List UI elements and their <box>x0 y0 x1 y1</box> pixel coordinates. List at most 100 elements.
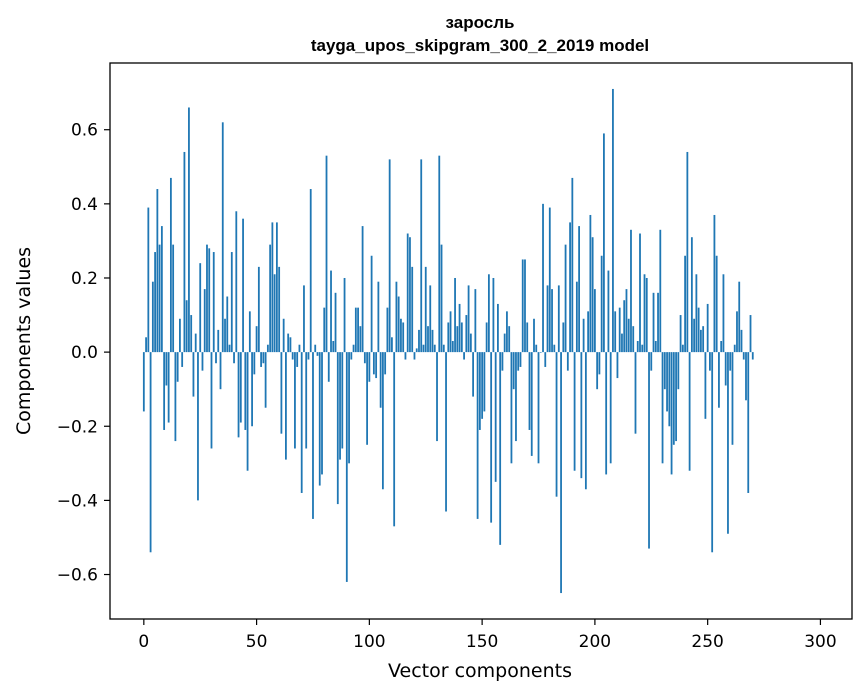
bar <box>711 352 714 553</box>
bar <box>650 352 653 371</box>
bar <box>160 226 163 353</box>
bar <box>564 244 567 353</box>
bar <box>537 352 540 464</box>
bar <box>600 255 603 353</box>
bar <box>149 352 152 553</box>
bar <box>476 352 479 519</box>
bar <box>546 285 549 353</box>
bar <box>657 292 659 353</box>
bar <box>219 352 222 390</box>
bar <box>535 344 538 353</box>
bar <box>280 352 283 434</box>
bar <box>634 352 637 434</box>
bar <box>733 344 736 353</box>
bar <box>449 311 452 353</box>
y-tick-label: −0.2 <box>57 417 98 437</box>
bar <box>740 329 743 353</box>
bar <box>605 352 608 475</box>
bar <box>742 352 745 360</box>
bar <box>580 352 583 479</box>
bar <box>199 263 202 353</box>
bar <box>681 344 684 353</box>
bar <box>339 352 341 460</box>
bar <box>316 352 319 356</box>
bar <box>587 311 590 353</box>
bar <box>418 329 420 353</box>
bar <box>506 311 508 353</box>
bar <box>151 281 154 353</box>
bar <box>145 337 147 353</box>
bar <box>287 333 290 353</box>
bar <box>677 352 680 390</box>
bar <box>555 352 558 497</box>
bar <box>693 318 696 353</box>
bar <box>215 352 217 364</box>
bar <box>323 307 326 353</box>
bar <box>203 289 206 353</box>
x-tick-label: 300 <box>804 632 836 652</box>
y-tick-label: 0.2 <box>71 269 98 289</box>
bar <box>627 318 630 353</box>
bar <box>158 244 161 353</box>
bar <box>533 318 535 353</box>
bar <box>415 348 418 353</box>
y-tick-label: 0.4 <box>71 195 98 215</box>
bar <box>648 352 650 549</box>
bar <box>675 352 677 442</box>
bar <box>327 352 330 382</box>
bar <box>309 189 312 353</box>
bar <box>724 352 727 386</box>
bar <box>305 352 308 449</box>
bar <box>530 352 533 456</box>
bar <box>503 333 506 353</box>
bar <box>359 326 362 353</box>
bar <box>381 352 384 490</box>
bar <box>436 352 438 442</box>
bar <box>729 352 732 371</box>
bar <box>659 229 662 353</box>
bar <box>632 326 635 353</box>
bar <box>318 352 321 486</box>
bar <box>517 352 520 371</box>
bar <box>217 329 220 353</box>
x-axis-label: Vector components <box>388 660 572 682</box>
bar <box>636 341 639 353</box>
bar <box>591 237 594 353</box>
bar <box>727 352 729 534</box>
bar <box>228 344 231 353</box>
bar <box>395 281 398 353</box>
bar <box>551 289 553 353</box>
bar <box>312 352 314 519</box>
bar <box>230 252 233 353</box>
bar <box>557 285 560 353</box>
bar <box>291 352 294 360</box>
bar <box>630 229 632 353</box>
bar <box>497 303 499 353</box>
bar <box>578 226 580 353</box>
bar <box>321 352 323 475</box>
bar <box>298 344 301 353</box>
bar <box>688 352 691 471</box>
bar <box>176 352 179 382</box>
bar <box>679 315 682 353</box>
bar <box>393 352 396 527</box>
bar <box>467 285 470 353</box>
bar <box>255 326 258 353</box>
bar <box>330 270 332 353</box>
x-tick-label: 150 <box>466 632 498 652</box>
bar <box>539 352 542 353</box>
bar <box>185 300 188 353</box>
bar <box>704 352 707 419</box>
bar <box>242 218 244 353</box>
bar <box>397 296 400 353</box>
bar <box>429 285 432 353</box>
bar <box>684 255 686 353</box>
bar <box>528 352 531 430</box>
x-tick-label: 50 <box>246 632 268 652</box>
bar <box>253 352 256 375</box>
bar <box>343 277 346 353</box>
bar <box>278 266 281 353</box>
bar <box>357 307 359 353</box>
bar <box>269 244 272 353</box>
